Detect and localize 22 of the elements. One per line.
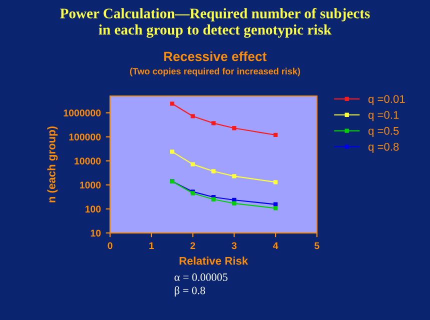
x-tick-label: 0 [108, 242, 112, 250]
chart-title: Power Calculation—Required number of subjects in each group to detect genotypic risk [60, 8, 370, 38]
x-tick-label: 5 [314, 242, 320, 250]
x-tick-label: 4 [272, 242, 278, 250]
y-tick-label: 100 [85, 206, 101, 213]
text: (Two copies required for increased risk) [130, 68, 300, 76]
y-tick-label: 1000000 [64, 110, 101, 116]
x-axis-title: Relative Risk [180, 256, 248, 265]
legend-label: q =0.1 [368, 111, 399, 122]
x-tick-label: 1 [149, 242, 154, 250]
legend-label: q =0.01 [368, 95, 405, 106]
y-axis-title: n (each group) [47, 126, 58, 202]
y-tick-label: 10000 [74, 158, 101, 164]
y-tick-label: 1000 [80, 182, 101, 189]
legend-label: q =0.8 [368, 142, 399, 153]
legend-label: q =0.5 [368, 126, 399, 137]
y-tick-label: 10 [90, 230, 101, 237]
chart-subtitle: Recessive effect [164, 51, 267, 62]
x-tick-label: 2 [190, 242, 196, 250]
y-tick-label: 100000 [69, 134, 101, 140]
text: α = 0.00005 β = 0.8 [174, 273, 228, 296]
x-tick-label: 3 [232, 242, 237, 250]
